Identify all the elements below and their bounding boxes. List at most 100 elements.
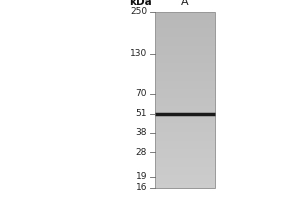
Bar [155, 17, 215, 18]
Bar [155, 23, 215, 24]
Bar [155, 48, 215, 49]
Bar [155, 180, 215, 181]
Bar [155, 149, 215, 150]
Bar [155, 79, 215, 81]
Bar [155, 109, 215, 110]
Bar [155, 102, 215, 103]
Bar [155, 139, 215, 140]
Bar [155, 155, 215, 156]
Text: 70: 70 [136, 89, 147, 98]
Bar [155, 140, 215, 141]
Bar [155, 166, 215, 167]
Bar [155, 106, 215, 107]
Bar [155, 37, 215, 38]
Bar [155, 72, 215, 74]
Bar [155, 29, 215, 30]
Bar [155, 138, 215, 139]
Bar [155, 161, 215, 162]
Bar [155, 58, 215, 59]
Bar [155, 40, 215, 41]
Bar [155, 146, 215, 147]
Bar [155, 43, 215, 44]
Bar [155, 23, 215, 24]
Bar [155, 147, 215, 148]
Bar [155, 41, 215, 42]
Bar [155, 169, 215, 170]
Bar [155, 125, 215, 126]
Bar [155, 162, 215, 163]
Bar [155, 52, 215, 53]
Bar [155, 99, 215, 100]
Bar [155, 104, 215, 105]
Bar [155, 39, 215, 40]
Bar [155, 61, 215, 62]
Bar [155, 151, 215, 152]
Bar [155, 108, 215, 109]
Bar [155, 13, 215, 14]
Bar [155, 78, 215, 79]
Bar [155, 182, 215, 183]
Bar [155, 46, 215, 47]
Bar [155, 34, 215, 35]
Bar [155, 167, 215, 168]
Bar [155, 47, 215, 48]
Bar [155, 178, 215, 179]
Bar [155, 12, 215, 13]
Bar [155, 90, 215, 91]
Bar [155, 95, 215, 96]
Bar [155, 54, 215, 55]
Bar [155, 45, 215, 47]
Bar [155, 31, 215, 32]
Bar [155, 74, 215, 75]
Bar [155, 60, 215, 61]
Bar [155, 50, 215, 51]
Bar [155, 142, 215, 143]
Bar [155, 82, 215, 83]
Bar [155, 165, 215, 166]
Bar [155, 78, 215, 79]
Bar [155, 16, 215, 17]
Bar [155, 138, 215, 139]
Bar [155, 108, 215, 109]
Bar [155, 45, 215, 46]
Bar [155, 40, 215, 41]
Bar [155, 79, 215, 80]
Bar [155, 126, 215, 127]
Bar [155, 91, 215, 92]
Bar [155, 114, 215, 115]
Bar [155, 27, 215, 28]
Bar [155, 72, 215, 73]
Bar [155, 57, 215, 58]
Bar [155, 81, 215, 82]
Bar [155, 122, 215, 123]
Bar [155, 60, 215, 61]
Bar [155, 115, 215, 116]
Bar [155, 175, 215, 176]
Bar [155, 148, 215, 149]
Bar [155, 64, 215, 65]
Bar [155, 89, 215, 91]
Bar [155, 22, 215, 23]
Bar [155, 168, 215, 169]
Bar [155, 159, 215, 160]
Bar [155, 50, 215, 51]
Bar [155, 84, 215, 85]
Bar [155, 177, 215, 179]
Bar [155, 98, 215, 99]
Bar [155, 149, 215, 150]
Bar [155, 34, 215, 35]
Bar [155, 103, 215, 104]
Bar [155, 69, 215, 70]
Bar [155, 86, 215, 87]
Bar [155, 27, 215, 28]
Bar [155, 156, 215, 157]
Bar [155, 157, 215, 159]
Bar [155, 67, 215, 68]
Bar [155, 51, 215, 52]
Bar [155, 167, 215, 169]
Bar [155, 65, 215, 66]
Bar [155, 111, 215, 112]
Bar [155, 92, 215, 93]
Bar [155, 88, 215, 89]
Bar [155, 173, 215, 174]
